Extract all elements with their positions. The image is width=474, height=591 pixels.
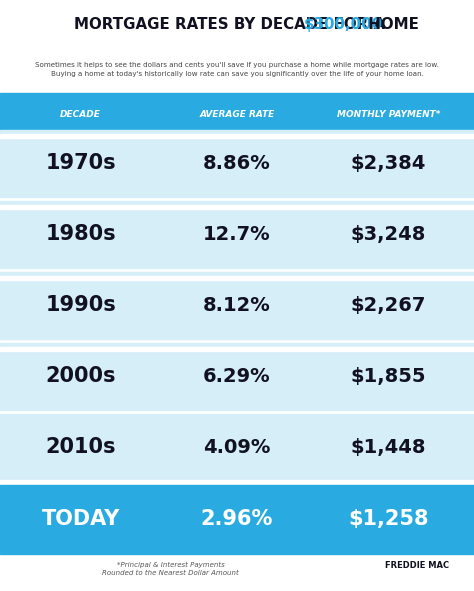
Text: $2,384: $2,384 — [351, 154, 427, 173]
Text: 1990s: 1990s — [45, 296, 116, 315]
Text: 8.12%: 8.12% — [203, 296, 271, 315]
Text: 2.96%: 2.96% — [201, 509, 273, 530]
Bar — [0, 414, 474, 480]
Text: TODAY: TODAY — [41, 509, 120, 530]
Text: 8.86%: 8.86% — [203, 154, 271, 173]
Text: Sometimes it helps to see the dollars and cents you'll save if you purchase a ho: Sometimes it helps to see the dollars an… — [35, 62, 439, 77]
Bar — [0, 343, 474, 410]
Bar — [0, 485, 474, 554]
Text: $2,267: $2,267 — [351, 296, 427, 315]
Text: $1,258: $1,258 — [348, 509, 429, 530]
Text: $300,000: $300,000 — [304, 17, 383, 31]
Text: 2000s: 2000s — [46, 366, 116, 386]
Text: 4.09%: 4.09% — [203, 437, 271, 457]
Text: DECADE: DECADE — [60, 110, 101, 119]
Bar — [0, 205, 474, 209]
Text: HOME: HOME — [363, 17, 419, 31]
Text: AVERAGE RATE: AVERAGE RATE — [200, 110, 274, 119]
Bar — [0, 347, 474, 351]
Text: $1,855: $1,855 — [351, 366, 427, 386]
Bar — [0, 201, 474, 268]
Text: $1,448: $1,448 — [351, 437, 427, 457]
Text: 1970s: 1970s — [46, 154, 116, 173]
Text: *Principal & Interest Payments
Rounded to the Nearest Dollar Amount: *Principal & Interest Payments Rounded t… — [102, 561, 239, 576]
Text: FREDDIE MAC: FREDDIE MAC — [385, 561, 449, 570]
Bar — [0, 134, 474, 138]
Text: MORTGAGE RATES BY DECADE FOR A: MORTGAGE RATES BY DECADE FOR A — [74, 17, 390, 31]
Text: $3,248: $3,248 — [351, 225, 427, 244]
Text: 12.7%: 12.7% — [203, 225, 271, 244]
Bar — [0, 276, 474, 280]
Text: MONTHLY PAYMENT*: MONTHLY PAYMENT* — [337, 110, 440, 119]
Text: 1980s: 1980s — [46, 225, 116, 244]
Bar — [0, 272, 474, 339]
Bar — [0, 130, 474, 197]
Bar — [0, 93, 474, 99]
Text: 6.29%: 6.29% — [203, 366, 271, 386]
Bar — [0, 480, 474, 485]
Text: 2010s: 2010s — [46, 437, 116, 457]
Bar — [0, 99, 474, 130]
